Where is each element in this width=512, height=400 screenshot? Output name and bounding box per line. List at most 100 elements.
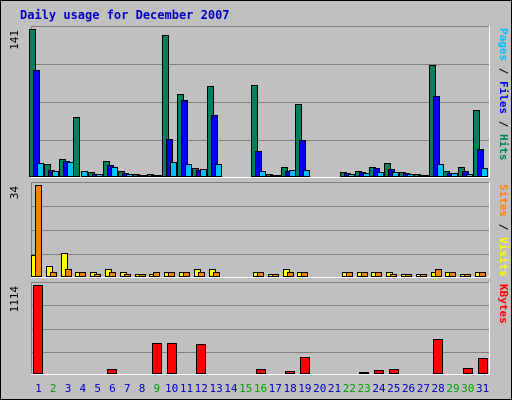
bar-pages-day-10 <box>170 162 177 177</box>
bar-sites-day-27 <box>420 274 427 277</box>
bar-pages-day-11 <box>185 164 192 177</box>
bar-files-day-1 <box>33 70 40 177</box>
bar-pages-day-18 <box>289 170 296 177</box>
x-tick-label-day-25: 25 <box>387 382 400 395</box>
bar-pages-day-3 <box>67 162 74 177</box>
bar-files-day-16 <box>255 151 262 177</box>
x-tick-label-day-7: 7 <box>124 382 131 395</box>
bar-sites-day-30 <box>464 274 471 277</box>
bar-sites-day-17 <box>272 274 279 277</box>
bar-files-day-31 <box>477 149 484 177</box>
series-label-part: / <box>497 61 510 81</box>
bar-pages-day-19 <box>303 170 310 177</box>
bar-pages-day-31 <box>481 168 488 177</box>
bar-hits-day-16 <box>251 85 258 177</box>
x-tick-label-day-10: 10 <box>165 382 178 395</box>
bar-pages-day-30 <box>466 174 473 177</box>
x-axis-day-labels: 1 2 3 4 5 6 7 8 9 10 11 12 13 14 15 16 17 18 19 20 21 22 23 24 2… <box>35 382 489 395</box>
bar-sites-day-29 <box>449 272 456 277</box>
bar-kbytes-day-18 <box>285 371 295 374</box>
bar-kbytes-day-16 <box>256 369 266 374</box>
bar-pages-day-8 <box>141 175 148 177</box>
bar-sites-day-6 <box>109 272 116 277</box>
x-tick-label-day-8: 8 <box>139 382 146 395</box>
bar-pages-day-27 <box>422 175 429 177</box>
bar-pages-day-26 <box>407 174 414 177</box>
bar-sites-day-11 <box>183 272 190 277</box>
bar-pages-day-2 <box>52 171 59 177</box>
x-tick-label-day-20: 20 <box>313 382 326 395</box>
bar-sites-day-10 <box>168 272 175 277</box>
bar-pages-day-7 <box>126 174 133 177</box>
bar-kbytes-day-9 <box>152 343 162 374</box>
x-tick-label-day-22: 22 <box>343 382 356 395</box>
bar-kbytes-day-6 <box>107 369 117 374</box>
bar-sites-day-12 <box>198 272 205 277</box>
panel-bottom: 1114 KBytes <box>8 282 510 375</box>
bar-sites-day-5 <box>94 274 101 277</box>
panel-bottom-background <box>31 282 490 375</box>
bar-sites-day-13 <box>213 272 220 277</box>
panel-top: 141 Pages / Files / Hits <box>8 26 510 178</box>
bar-sites-day-23 <box>361 272 368 277</box>
x-tick-label-day-5: 5 <box>94 382 101 395</box>
panel-middle-ymax-label: 34 <box>8 186 21 200</box>
x-tick-label-day-16: 16 <box>254 382 267 395</box>
bar-pages-day-13 <box>215 164 222 177</box>
bar-sites-day-25 <box>390 274 397 277</box>
x-tick-label-day-29: 29 <box>446 382 459 395</box>
x-tick-label-day-11: 11 <box>180 382 193 395</box>
series-label-part: KBytes <box>497 284 510 324</box>
bar-sites-day-16 <box>257 272 264 277</box>
bar-kbytes-day-24 <box>374 370 384 374</box>
bar-sites-day-18 <box>287 272 294 277</box>
bar-kbytes-day-1 <box>33 285 43 374</box>
x-tick-label-day-21: 21 <box>328 382 341 395</box>
bar-sites-day-31 <box>479 272 486 277</box>
panel-middle-series-label: Sites / Visits <box>497 184 510 277</box>
bar-sites-day-1 <box>35 185 42 277</box>
x-tick-label-day-3: 3 <box>65 382 72 395</box>
bar-pages-day-5 <box>96 174 103 177</box>
x-tick-label-day-27: 27 <box>417 382 430 395</box>
bar-files-day-13 <box>211 115 218 177</box>
panel-middle: 34 Sites / Visits <box>8 182 510 278</box>
bar-pages-day-9 <box>155 175 162 177</box>
bar-pages-day-12 <box>200 169 207 177</box>
bar-pages-day-28 <box>437 164 444 177</box>
series-label-part: / <box>497 114 510 134</box>
bar-hits-day-4 <box>73 117 80 177</box>
bar-pages-day-4 <box>81 171 88 177</box>
x-tick-label-day-2: 2 <box>50 382 57 395</box>
x-tick-label-day-12: 12 <box>195 382 208 395</box>
bar-kbytes-day-30 <box>463 368 473 374</box>
panel-bottom-ymax-label: 1114 <box>8 286 21 313</box>
series-label-part: / <box>497 217 510 237</box>
bar-pages-day-24 <box>377 172 384 177</box>
bar-sites-day-4 <box>79 272 86 277</box>
bar-sites-day-8 <box>139 274 146 277</box>
bar-kbytes-day-28 <box>433 339 443 374</box>
panel-top-ymax-label: 141 <box>8 30 21 50</box>
x-tick-label-day-13: 13 <box>209 382 222 395</box>
x-tick-label-day-14: 14 <box>224 382 238 395</box>
x-tick-label-day-17: 17 <box>269 382 282 395</box>
x-tick-label-day-31: 31 <box>476 382 489 395</box>
bar-sites-day-28 <box>435 269 442 277</box>
bar-pages-day-1 <box>37 163 44 177</box>
x-tick-label-day-18: 18 <box>283 382 296 395</box>
series-label-part: Files <box>497 81 510 114</box>
x-tick-label-day-15: 15 <box>239 382 252 395</box>
bar-pages-day-29 <box>451 173 458 177</box>
x-tick-label-day-28: 28 <box>432 382 445 395</box>
bar-kbytes-day-25 <box>389 369 399 374</box>
bar-pages-day-6 <box>111 167 118 177</box>
panel-bottom-series-label: KBytes <box>497 284 510 324</box>
bar-pages-day-22 <box>348 174 355 177</box>
bar-sites-day-26 <box>405 274 412 277</box>
series-label-part: Visits <box>497 237 510 277</box>
bar-hits-day-10 <box>162 35 169 177</box>
bar-kbytes-day-12 <box>196 344 206 374</box>
series-label-part: Pages <box>497 28 510 61</box>
